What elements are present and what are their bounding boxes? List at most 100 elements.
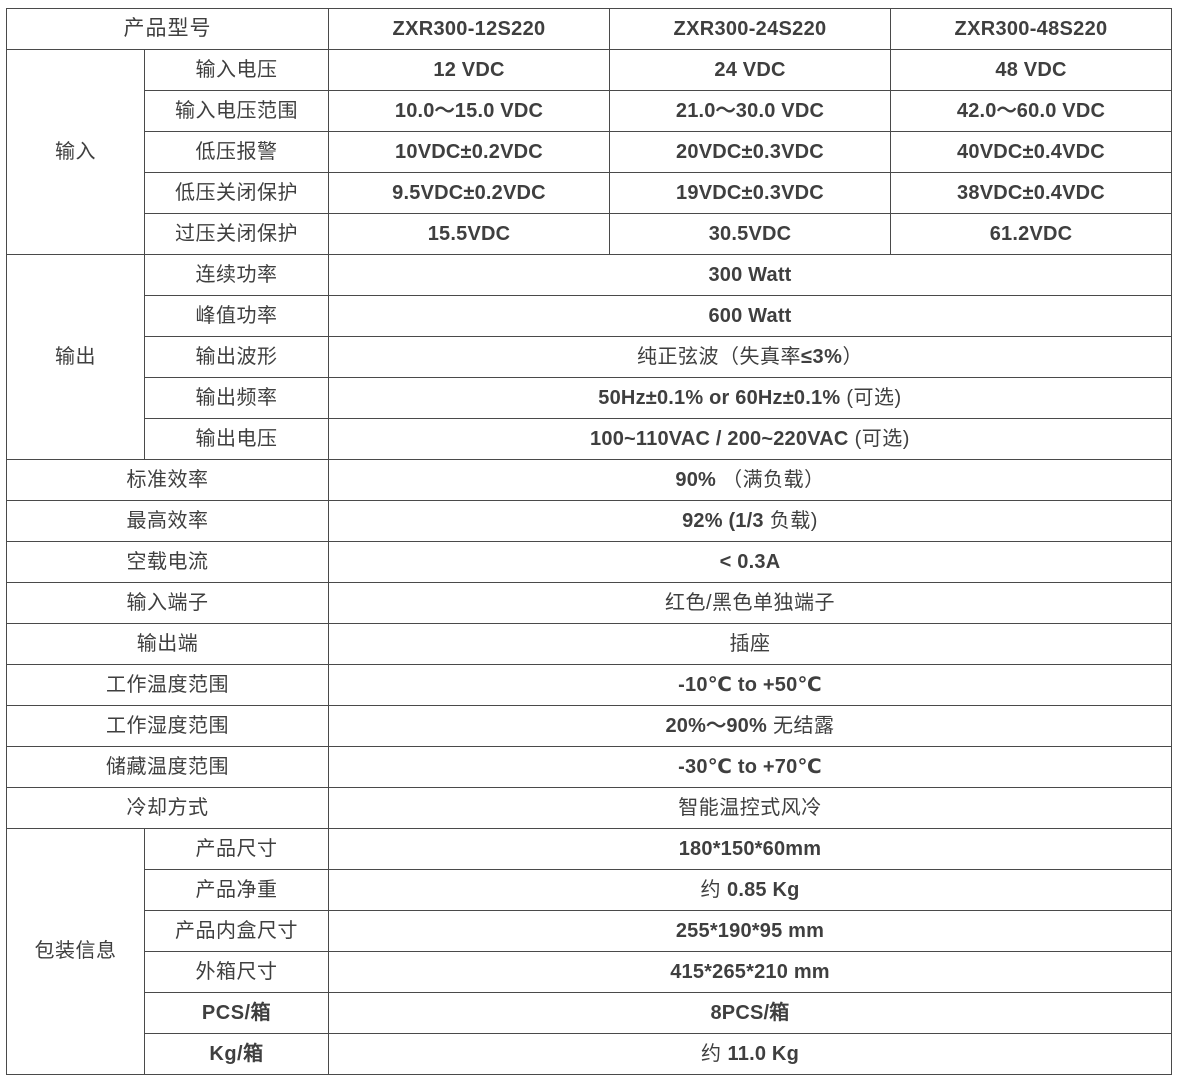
value-operating-humidity: 20%～90% 无结露 [328, 705, 1172, 747]
net-weight-approx: 约 [700, 878, 727, 901]
table-row-max-efficiency: 最高效率 92% (1/3 负载) [6, 500, 1172, 542]
item-label-operating-temperature: 工作温度范围 [6, 664, 329, 706]
value-storage-temperature: -30℃ to +70℃ [328, 746, 1172, 788]
kg-per-carton-value: 11.0 Kg [727, 1042, 799, 1065]
value-carton-dimensions: 415*265*210 mm [328, 951, 1172, 993]
standard-efficiency-value: 90% [675, 468, 717, 491]
value-kg-per-carton: 约 11.0 Kg [328, 1033, 1172, 1075]
model-12s220: ZXR300-12S220 [328, 8, 610, 50]
group-label-input: 输入 [6, 49, 145, 255]
kg-per-carton-approx: 约 [700, 1042, 728, 1065]
table-row-product-dimensions: 包装信息 产品尺寸 180*150*60mm [6, 828, 1172, 1075]
table-row-inner-box-dimensions: 产品内盒尺寸 255*190*95 mm [7, 910, 1172, 952]
item-label-cooling-method: 冷却方式 [6, 787, 329, 829]
table-row-no-load-current: 空载电流 < 0.3A [6, 541, 1172, 583]
item-label-low-voltage-alarm: 低压报警 [144, 131, 329, 173]
table-row-model: 产品型号 ZXR300-12S220 ZXR300-24S220 ZXR300-… [6, 8, 1172, 50]
value-input-voltage-24v: 24 VDC [609, 49, 891, 91]
item-label-storage-temperature: 储藏温度范围 [6, 746, 329, 788]
standard-efficiency-note: （满负载） [716, 468, 825, 491]
value-over-shutdown-12v: 15.5VDC [328, 213, 610, 255]
item-label-input-voltage-range: 输入电压范围 [144, 90, 329, 132]
waveform-paren-close: ） [842, 345, 863, 368]
frequency-optional-note: (可选) [840, 386, 902, 409]
value-low-alarm-24v: 20VDC±0.3VDC [609, 131, 891, 173]
value-output-voltage: 100~110VAC / 200~220VAC (可选) [328, 418, 1172, 460]
group-label-output: 输出 [6, 254, 145, 460]
table-row-kg-per-carton: Kg/箱 约 11.0 Kg [7, 1033, 1172, 1075]
value-no-load-current: < 0.3A [328, 541, 1172, 583]
model-48s220: ZXR300-48S220 [890, 8, 1172, 50]
value-input-range-24v: 21.0～30.0 VDC [609, 90, 891, 132]
item-label-input-voltage: 输入电压 [144, 49, 329, 91]
value-standard-efficiency: 90% （满负载） [328, 459, 1172, 501]
kg-per-carton-label-text: Kg/箱 [209, 1042, 264, 1065]
table-row-operating-humidity: 工作湿度范围 20%～90% 无结露 [6, 705, 1172, 747]
table-row-cooling-method: 冷却方式 智能温控式风冷 [6, 787, 1172, 829]
waveform-distortion: ≤3% [801, 345, 843, 368]
value-low-shutdown-24v: 19VDC±0.3VDC [609, 172, 891, 214]
item-label-product-dimensions: 产品尺寸 [144, 828, 329, 870]
item-label-output-frequency: 输出频率 [144, 377, 329, 419]
value-low-alarm-48v: 40VDC±0.4VDC [890, 131, 1172, 173]
value-low-shutdown-12v: 9.5VDC±0.2VDC [328, 172, 610, 214]
value-pcs-per-carton: 8PCS/箱 [328, 992, 1172, 1034]
item-label-carton-dimensions: 外箱尺寸 [144, 951, 329, 993]
item-label-continuous-power: 连续功率 [144, 254, 329, 296]
table-row-operating-temperature: 工作温度范围 -10℃ to +50℃ [6, 664, 1172, 706]
humidity-range-value: 20%～90% [665, 714, 767, 737]
group-label-packaging: 包装信息 [6, 828, 145, 1075]
value-input-range-12v: 10.0～15.0 VDC [328, 90, 610, 132]
item-label-output-terminal: 输出端 [6, 623, 329, 665]
item-label-output-voltage: 输出电压 [144, 418, 329, 460]
max-efficiency-note: 负载) [763, 509, 818, 532]
item-label-input-terminal: 输入端子 [6, 582, 329, 624]
value-over-shutdown-48v: 61.2VDC [890, 213, 1172, 255]
output-voltage-value: 100~110VAC / 200~220VAC [590, 427, 849, 450]
table-row-carton-dimensions: 外箱尺寸 415*265*210 mm [7, 951, 1172, 993]
table-row-continuous-power: 输出 连续功率 300 Watt [6, 254, 1172, 460]
value-inner-box-dimensions: 255*190*95 mm [328, 910, 1172, 952]
humidity-note: 无结露 [766, 714, 835, 737]
item-label-operating-humidity: 工作湿度范围 [6, 705, 329, 747]
table-row-pcs-per-carton: PCS/箱 8PCS/箱 [7, 992, 1172, 1034]
value-input-voltage-48v: 48 VDC [890, 49, 1172, 91]
value-cooling-method: 智能温控式风冷 [328, 787, 1172, 829]
item-label-low-voltage-shutdown: 低压关闭保护 [144, 172, 329, 214]
table-row-output-waveform: 输出波形 纯正弦波（失真率≤3%） [7, 336, 1172, 378]
item-label-no-load-current: 空载电流 [6, 541, 329, 583]
value-peak-power: 600 Watt [328, 295, 1172, 337]
item-label-peak-power: 峰值功率 [144, 295, 329, 337]
value-input-range-48v: 42.0～60.0 VDC [890, 90, 1172, 132]
table-row-storage-temperature: 储藏温度范围 -30℃ to +70℃ [6, 746, 1172, 788]
table-row-over-voltage-shutdown: 过压关闭保护 15.5VDC 30.5VDC 61.2VDC [7, 213, 1172, 255]
max-efficiency-value: 92% (1/3 [682, 509, 764, 532]
table-row-output-voltage: 输出电压 100~110VAC / 200~220VAC (可选) [7, 418, 1172, 460]
item-label-output-waveform: 输出波形 [144, 336, 329, 378]
table-row-peak-power: 峰值功率 600 Watt [7, 295, 1172, 337]
table-row-output-frequency: 输出频率 50Hz±0.1% or 60Hz±0.1% (可选) [7, 377, 1172, 419]
net-weight-value: 0.85 Kg [727, 878, 800, 901]
value-over-shutdown-24v: 30.5VDC [609, 213, 891, 255]
item-label-inner-box-dimensions: 产品内盒尺寸 [144, 910, 329, 952]
value-output-frequency: 50Hz±0.1% or 60Hz±0.1% (可选) [328, 377, 1172, 419]
waveform-text: 纯正弦波（失真率 [637, 345, 802, 368]
item-label-standard-efficiency: 标准效率 [6, 459, 329, 501]
table-row-low-voltage-shutdown: 低压关闭保护 9.5VDC±0.2VDC 19VDC±0.3VDC 38VDC±… [7, 172, 1172, 214]
value-low-shutdown-48v: 38VDC±0.4VDC [890, 172, 1172, 214]
value-input-voltage-12v: 12 VDC [328, 49, 610, 91]
table-row-output-terminal: 输出端 插座 [6, 623, 1172, 665]
value-operating-temperature: -10℃ to +50℃ [328, 664, 1172, 706]
table-row-low-voltage-alarm: 低压报警 10VDC±0.2VDC 20VDC±0.3VDC 40VDC±0.4… [7, 131, 1172, 173]
value-input-terminal: 红色/黑色单独端子 [328, 582, 1172, 624]
table-row-input-voltage-range: 输入电压范围 10.0～15.0 VDC 21.0～30.0 VDC 42.0～… [7, 90, 1172, 132]
value-output-terminal: 插座 [328, 623, 1172, 665]
header-label: 产品型号 [6, 8, 329, 50]
item-label-over-voltage-shutdown: 过压关闭保护 [144, 213, 329, 255]
item-label-product-net-weight: 产品净重 [144, 869, 329, 911]
value-product-net-weight: 约 0.85 Kg [328, 869, 1172, 911]
table-row-input-terminal: 输入端子 红色/黑色单独端子 [6, 582, 1172, 624]
model-24s220: ZXR300-24S220 [609, 8, 891, 50]
item-label-kg-per-carton: Kg/箱 [144, 1033, 329, 1075]
